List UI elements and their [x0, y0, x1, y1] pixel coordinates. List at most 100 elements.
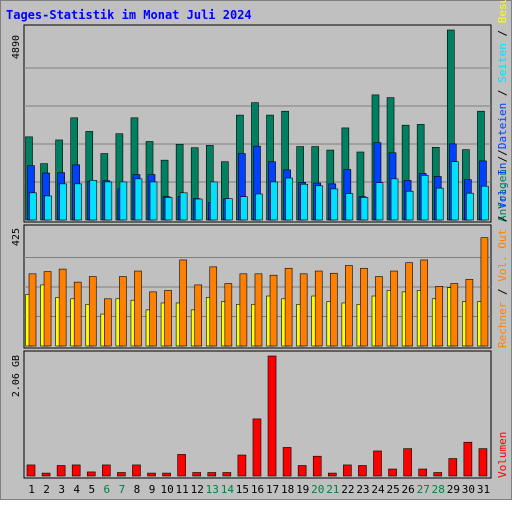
bar-seiten [451, 161, 459, 221]
day-label: 25 [386, 483, 399, 496]
bar-rechner [420, 259, 428, 347]
bar-seiten [89, 180, 98, 221]
day-label: 24 [371, 483, 385, 496]
bar-volumen [192, 472, 202, 477]
day-label: 20 [311, 483, 324, 496]
bar-rechner [480, 237, 489, 347]
y-max-label: 425 [11, 228, 22, 246]
bar-seiten [74, 183, 82, 221]
legend-besuche: Besuche [496, 0, 509, 23]
bar-volumen [478, 448, 488, 477]
bar-volumen [403, 448, 412, 477]
legend-anfragen: Anfragen [496, 169, 509, 222]
bar-volumen [358, 465, 367, 477]
day-label: 5 [88, 483, 95, 496]
bar-volumen [222, 472, 232, 477]
day-label: 11 [176, 483, 189, 496]
bar-volumen [282, 447, 292, 477]
bars-layer [25, 29, 489, 477]
day-label: 3 [58, 483, 65, 496]
legend-vol-out: Vol. Out [496, 229, 509, 282]
bar-rechner [194, 284, 203, 347]
y-axis-labels: 4890 425 2.06 GB [11, 35, 22, 397]
bar-seiten [29, 192, 37, 221]
bar-seiten [194, 198, 203, 221]
legend-sep: / [496, 282, 509, 302]
day-label: 14 [221, 483, 235, 496]
bar-rechner [360, 267, 368, 347]
bar-rechner [254, 273, 263, 347]
bar-volumen [463, 441, 473, 477]
legend-bottom: Volumen [496, 432, 509, 478]
day-label: 28 [432, 483, 445, 496]
bar-volumen [267, 355, 277, 477]
legend-top: Anfragen / Dateien / Seiten / Besuche [496, 0, 509, 222]
bar-rechner [465, 279, 474, 347]
day-label: 18 [281, 483, 294, 496]
bar-seiten [240, 196, 248, 221]
bar-rechner [88, 276, 97, 347]
bar-volumen [252, 418, 262, 477]
bar-rechner [314, 270, 323, 347]
bar-rechner [73, 281, 82, 347]
day-label: 9 [149, 483, 156, 496]
legend-sep: / [496, 149, 509, 162]
bar-rechner [329, 272, 338, 347]
bar-seiten [270, 181, 278, 221]
legend-sep: / [496, 209, 509, 229]
bar-rechner [345, 265, 353, 347]
bar-seiten [104, 181, 113, 221]
bar-rechner [179, 259, 187, 347]
day-label: 17 [266, 483, 279, 496]
day-label: 16 [251, 483, 264, 496]
bar-seiten [209, 181, 218, 221]
bar-seiten [134, 178, 143, 221]
bar-seiten [481, 185, 489, 221]
bar-seiten [405, 190, 414, 221]
day-label: 10 [160, 483, 173, 496]
bar-rechner [269, 274, 278, 347]
bar-rechner [209, 266, 218, 347]
day-label: 27 [417, 483, 430, 496]
day-label: 7 [119, 483, 126, 496]
day-label: 2 [43, 483, 50, 496]
bar-seiten [285, 177, 293, 221]
bar-seiten [44, 195, 52, 221]
legend-sep: / [496, 23, 509, 43]
day-label: 19 [296, 483, 309, 496]
bar-volumen [26, 464, 36, 477]
bar-seiten [360, 197, 369, 221]
bar-seiten [59, 183, 67, 221]
day-label: 1 [28, 483, 35, 496]
bar-volumen [343, 464, 352, 477]
bar-volumen [433, 472, 443, 477]
bar-rechner [149, 291, 157, 347]
day-label: 13 [206, 483, 219, 496]
bar-volumen [71, 464, 81, 477]
bar-volumen [448, 458, 458, 477]
bar-volumen [102, 464, 111, 477]
chart-title: Tages-Statistik im Monat Juli 2024 [6, 8, 252, 22]
legend-sep: / [496, 149, 509, 169]
bar-volumen [147, 472, 156, 477]
bar-rechner [435, 286, 444, 347]
bar-rechner [405, 262, 413, 347]
bar-rechner [375, 276, 383, 347]
bar-volumen [86, 471, 96, 477]
legend-dateien: Dateien [496, 103, 509, 149]
day-label: 15 [236, 483, 249, 496]
legend-sep: / [496, 83, 509, 103]
bar-seiten [466, 192, 474, 221]
bar-volumen [312, 455, 322, 477]
bar-seiten [149, 181, 158, 221]
x-axis-day-labels: 1 2 3 4 5 6 7 8 9 10 11 12 13 14 15 16 17 18 19 20 21 22 23 24 2… [28, 483, 490, 496]
day-label: 22 [341, 483, 354, 496]
bar-volumen [117, 472, 126, 477]
bar-volumen [177, 454, 186, 477]
bar-rechner [164, 290, 172, 347]
day-label: 4 [73, 483, 80, 496]
bar-volumen [297, 465, 307, 477]
bar-seiten [390, 178, 399, 221]
